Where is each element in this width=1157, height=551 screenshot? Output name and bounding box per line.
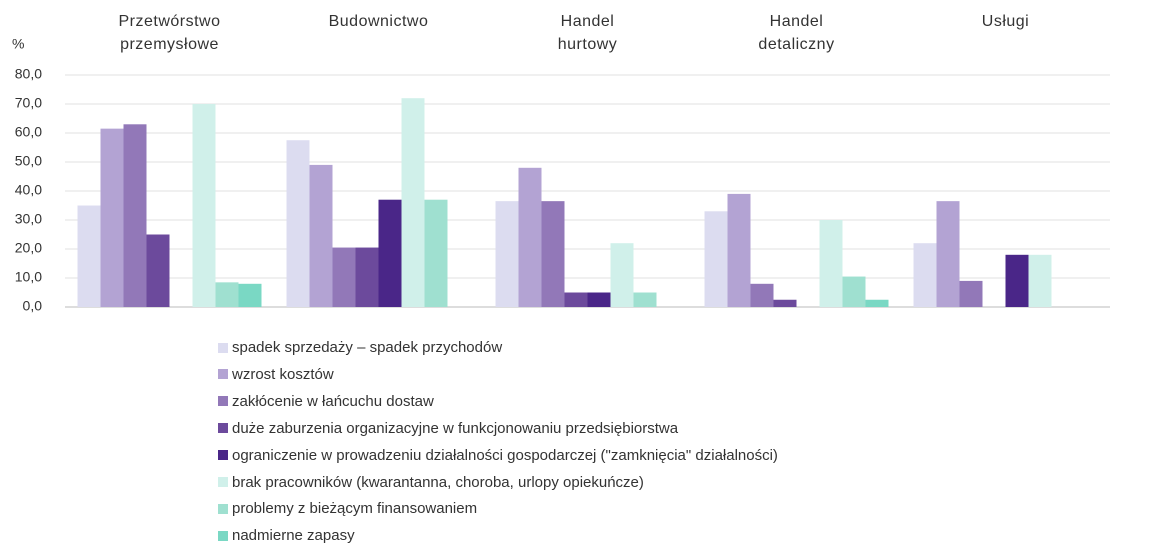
y-tick-label: 30,0	[15, 211, 42, 227]
bar	[401, 98, 425, 307]
bar	[518, 167, 542, 307]
y-axis-label: %	[12, 36, 24, 52]
legend-item: problemy z bieżącym finansowaniem	[218, 500, 477, 517]
legend-item: wzrost kosztów	[218, 366, 334, 383]
bar	[704, 211, 728, 307]
legend-swatch	[218, 369, 228, 380]
bar	[564, 292, 588, 307]
bar	[355, 247, 379, 307]
bar	[332, 247, 356, 307]
y-tick-label: 10,0	[15, 269, 42, 285]
legend-label: brak pracowników (kwarantanna, choroba, …	[232, 473, 644, 491]
legend-swatch	[218, 423, 228, 434]
legend-item: duże zaburzenia organizacyjne w funkcjon…	[218, 420, 678, 437]
bar	[192, 104, 216, 307]
y-tick-label: 60,0	[15, 124, 42, 140]
legend-label: ograniczenie w prowadzeniu działalności …	[232, 446, 778, 464]
bar	[238, 283, 262, 307]
legend-item: zakłócenie w łańcuchu dostaw	[218, 393, 434, 410]
x-category-label: Usługi	[981, 13, 1030, 30]
legend-swatch	[218, 503, 228, 514]
bar	[77, 205, 101, 307]
bar	[936, 201, 960, 307]
bar	[286, 140, 310, 307]
bar	[633, 292, 657, 307]
bar	[727, 193, 751, 307]
bar	[215, 282, 239, 307]
legend-swatch	[218, 477, 228, 487]
x-category-label: Handel detaliczny	[758, 13, 835, 53]
bar	[1028, 254, 1052, 307]
legend-item: spadek sprzedaży – spadek przychodów	[218, 339, 502, 356]
y-tick-label: 40,0	[15, 182, 42, 198]
bar	[146, 234, 170, 307]
legend-swatch	[218, 396, 228, 407]
x-category-label: Budownictwo	[328, 13, 429, 30]
y-tick-label: 0,0	[23, 298, 43, 314]
legend-label: problemy z bieżącym finansowaniem	[232, 500, 478, 518]
bar	[309, 164, 333, 307]
y-tick-label: 20,0	[15, 240, 42, 256]
bar	[1005, 254, 1029, 307]
bar	[773, 299, 797, 307]
bar	[842, 276, 866, 307]
bar	[541, 201, 565, 307]
bar	[424, 199, 448, 307]
bar	[123, 124, 147, 307]
bar	[865, 299, 889, 307]
y-tick-label: 70,0	[15, 95, 42, 111]
legend-swatch	[218, 342, 228, 353]
legend-label: zakłócenie w łańcuchu dostaw	[232, 392, 434, 410]
bar	[913, 243, 937, 307]
bar	[378, 199, 402, 307]
bar	[750, 283, 774, 307]
bar	[100, 128, 124, 307]
legend-item: nadmierne zapasy	[218, 527, 355, 544]
bar	[587, 292, 611, 307]
legend-label: duże zaburzenia organizacyjne w funkcjon…	[232, 419, 679, 437]
legend-label: spadek sprzedaży – spadek przychodów	[232, 339, 503, 356]
legend-label: nadmierne zapasy	[232, 527, 355, 545]
legend-item: brak pracowników (kwarantanna, choroba, …	[218, 474, 644, 491]
legend-label: wzrost kosztów	[232, 365, 334, 383]
bar	[495, 201, 519, 307]
bar	[819, 220, 843, 307]
legend-item: ograniczenie w prowadzeniu działalności …	[218, 447, 778, 464]
y-tick-label: 50,0	[15, 153, 42, 169]
legend-swatch	[218, 450, 228, 461]
legend-swatch	[218, 530, 228, 541]
bar	[959, 280, 983, 307]
x-category-label: Przetwórstwo przemysłowe	[118, 13, 221, 53]
y-tick-label: 80,0	[15, 66, 42, 82]
bar	[610, 243, 634, 307]
x-category-label: Handel hurtowy	[557, 13, 618, 53]
